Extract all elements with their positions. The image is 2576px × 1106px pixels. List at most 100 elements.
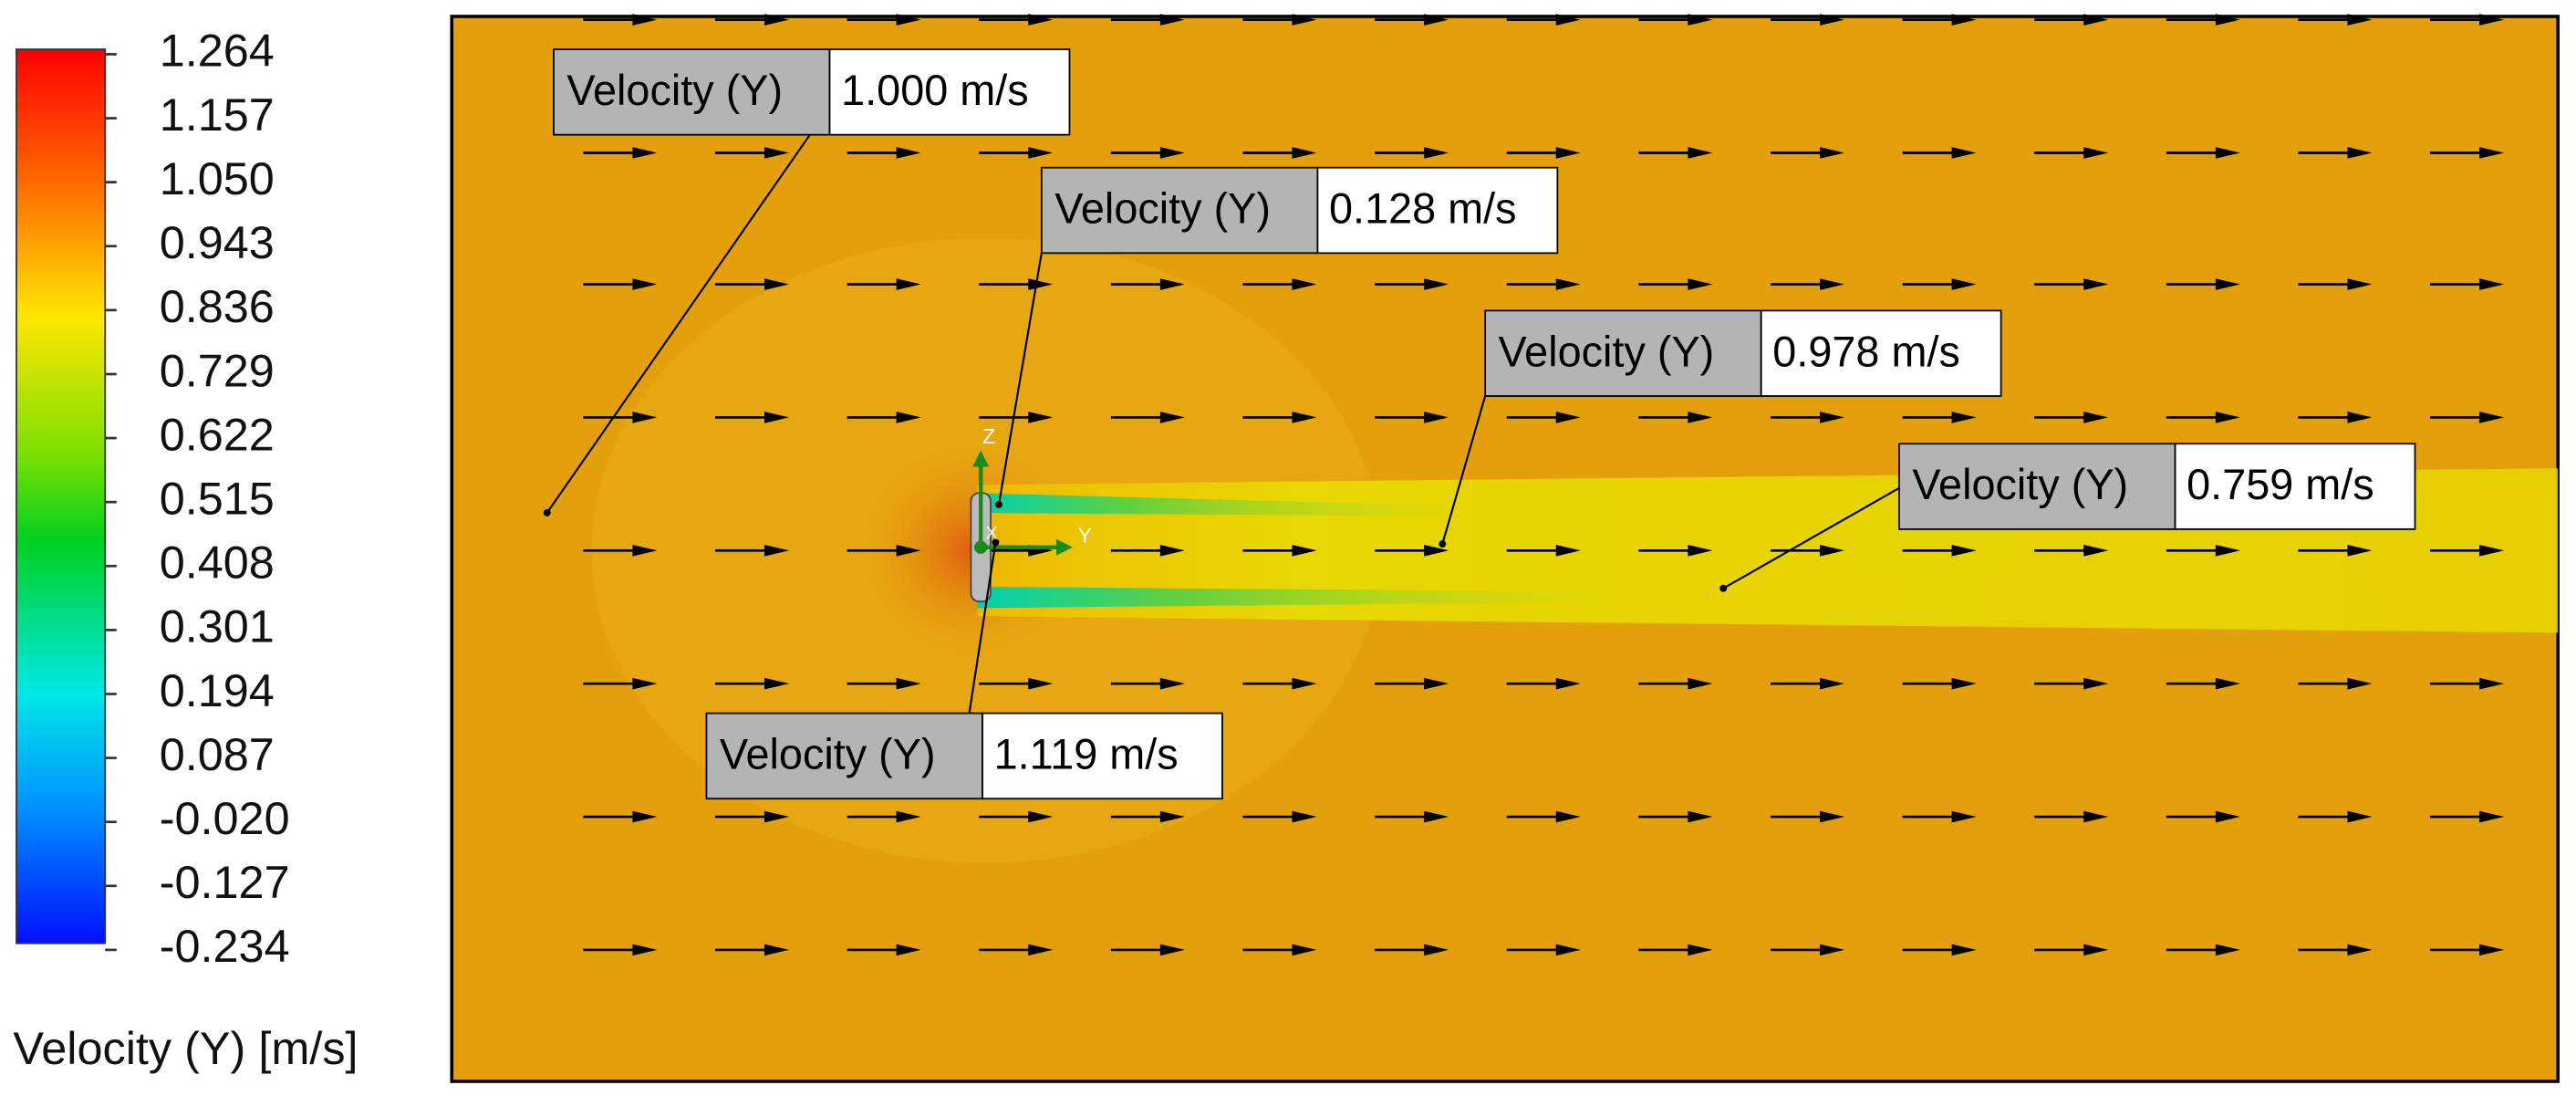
tick-label: 0.194 (160, 664, 275, 716)
flow-arrow-head (632, 544, 658, 557)
flow-arrow-head (632, 944, 658, 956)
flow-arrow-head (2347, 14, 2373, 26)
flow-arrow-head (896, 412, 921, 423)
tick-label: 0.836 (160, 280, 275, 332)
probe-value: 0.759 m/s (2186, 461, 2374, 508)
probe-point (995, 500, 1002, 508)
probe-point (1439, 540, 1447, 548)
flow-arrow-head (896, 544, 921, 557)
triad-label: Z (982, 424, 995, 448)
flow-arrow-head (764, 544, 790, 557)
probe-label-box (1484, 309, 1762, 397)
probe-value-box (1760, 309, 2002, 397)
flow-arrow-head (632, 412, 658, 423)
flow-arrow-head (896, 147, 921, 159)
flow-arrow-head (2347, 677, 2373, 690)
flow-arrow-head (896, 278, 921, 290)
flow-arrow-head (1819, 677, 1845, 690)
flow-arrow-head (1555, 810, 1581, 823)
triad-head (1056, 538, 1074, 556)
flow-arrow-head (1424, 810, 1449, 823)
flow-arrow-head (1424, 14, 1449, 26)
tick-label: 0.622 (160, 408, 275, 460)
flow-arrow-head (1159, 944, 1185, 956)
probe-value: 0.978 m/s (1772, 328, 1960, 375)
flow-arrow-head (1555, 677, 1581, 690)
flow-arrow-head (1028, 278, 1054, 290)
flow-arrow-head (1424, 944, 1449, 956)
tick-label: 1.050 (160, 152, 275, 204)
flow-arrow-head (2083, 412, 2109, 423)
flow-arrow-head (1292, 147, 1317, 159)
flow-arrow-head (2347, 544, 2373, 557)
flow-arrow-head (2215, 810, 2240, 823)
flow-arrow-head (1159, 810, 1185, 823)
flow-arrow-head (764, 147, 790, 159)
flow-arrow-head (2479, 677, 2505, 690)
flow-arrow-head (1028, 14, 1054, 26)
flow-arrow-head (1159, 677, 1185, 690)
tick-label: 0.087 (160, 728, 275, 780)
flow-arrow-head (1424, 147, 1449, 159)
tick-label: 0.515 (160, 472, 275, 524)
flow-arrow-head (1028, 810, 1054, 823)
probe-value-box (1316, 166, 1559, 255)
flow-arrow-head (896, 810, 921, 823)
legend-title: Velocity (Y) [m/s] (13, 1022, 358, 1074)
flow-arrow-head (2479, 810, 2505, 823)
flow-arrow-head (2083, 147, 2109, 159)
flow-arrow-head (632, 677, 658, 690)
flow-arrow-head (2215, 944, 2240, 956)
flow-arrow-head (1159, 544, 1185, 557)
flow-arrow-head (1819, 14, 1845, 26)
tick-label: 1.157 (160, 89, 275, 141)
flow-arrow-head (1292, 677, 1317, 690)
flow-arrow-head (1688, 412, 1713, 423)
flow-arrow-head (1028, 944, 1054, 956)
flow-arrow-head (2215, 278, 2240, 290)
probe-leader (545, 134, 811, 514)
flow-arrow-head (2083, 810, 2109, 823)
flow-arrow-head (764, 677, 790, 690)
probe-label: Velocity (Y) (1499, 328, 1715, 375)
probe-label-box (705, 712, 983, 800)
triad-origin (974, 540, 988, 554)
flow-arrow-head (1688, 810, 1713, 823)
flow-arrow-head (2083, 14, 2109, 26)
probe-label-box (1040, 166, 1319, 255)
flow-arrow-head (632, 147, 658, 159)
tick-label: -0.020 (160, 792, 290, 844)
flow-arrow-head (1951, 278, 1977, 290)
flow-arrow-head (1028, 147, 1054, 159)
triad-head (972, 450, 990, 467)
tick-label: 0.408 (160, 537, 275, 589)
flow-arrow-head (1292, 14, 1317, 26)
probe-leader (968, 542, 997, 714)
flow-arrow-head (764, 944, 790, 956)
flow-arrow-head (632, 810, 658, 823)
flow-arrow-head (1819, 412, 1845, 423)
flow-arrow-head (1028, 412, 1054, 423)
flow-arrow-head (2083, 677, 2109, 690)
probe-value: 1.119 m/s (994, 731, 1179, 778)
flow-arrow-head (1688, 544, 1713, 557)
flow-arrow-head (1159, 412, 1185, 423)
tick-label: 1.264 (160, 25, 275, 77)
flow-arrow-head (2215, 14, 2240, 26)
flow-arrow-head (2479, 944, 2505, 956)
flow-arrow-head (2347, 147, 2373, 159)
flow-arrow-head (1951, 677, 1977, 690)
flow-arrow-head (1555, 544, 1581, 557)
tick-label: 0.943 (160, 216, 275, 268)
flow-arrow-head (2479, 412, 2505, 423)
flow-arrow-head (1292, 944, 1317, 956)
flow-arrow-head (896, 14, 921, 26)
flow-arrow-head (1688, 944, 1713, 956)
flow-arrow-head (1424, 544, 1449, 557)
flow-arrow-head (1819, 278, 1845, 290)
flow-arrow-head (1292, 278, 1317, 290)
flow-arrow-head (1292, 412, 1317, 423)
flow-arrow-head (896, 677, 921, 690)
flow-arrow-head (1424, 677, 1449, 690)
flow-arrow-head (764, 278, 790, 290)
